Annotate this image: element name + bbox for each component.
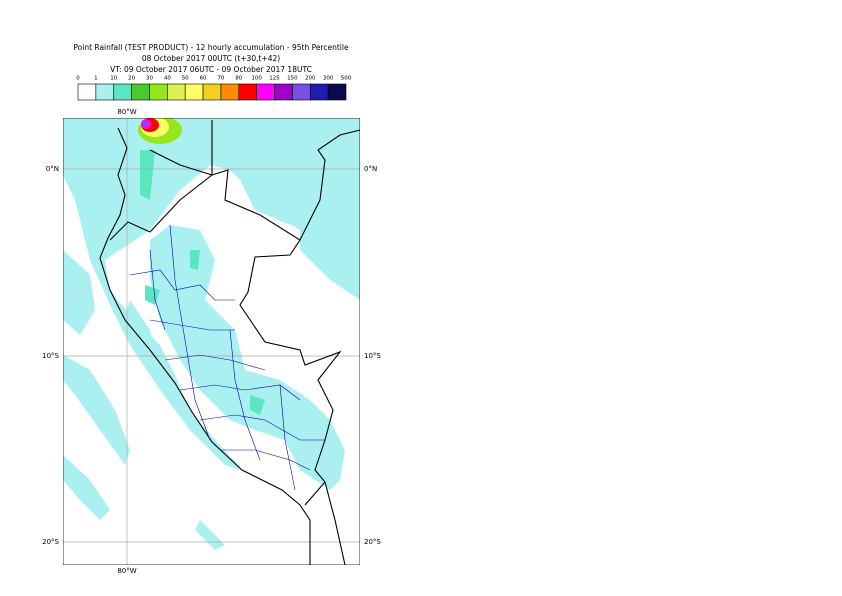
legend-label: 125 [269, 76, 280, 82]
regions [129, 224, 325, 491]
title-line: VT: 09 October 2017 06UTC - 09 October 2… [110, 65, 312, 74]
legend-swatch [167, 83, 186, 101]
lat-label: 10°S [364, 352, 381, 360]
legend-label: 40 [164, 76, 171, 82]
lon-label: 80°W [117, 108, 136, 116]
lat-label: 10°S [42, 352, 59, 360]
legend-label: 60 [200, 76, 207, 82]
legend-swatch [95, 83, 115, 101]
lat-label: 0°N [364, 165, 377, 173]
title-line: Point Rainfall (TEST PRODUCT) - 12 hourl… [73, 43, 349, 52]
legend-label: 20 [128, 76, 135, 82]
legend-swatch [309, 83, 329, 101]
lon-label: 80°W [117, 567, 136, 575]
lat-label: 20°S [42, 538, 59, 546]
lat-label: 20°S [364, 538, 381, 546]
legend-swatch [131, 83, 150, 101]
legend-label: 80 [235, 76, 242, 82]
legend-label: 50 [182, 76, 189, 82]
title-line: 08 October 2017 00UTC (t+30,t+42) [142, 54, 280, 63]
legend-label: 300 [323, 76, 334, 82]
legend-label: 70 [217, 76, 224, 82]
legend-swatch [292, 83, 311, 101]
legend-swatch [77, 83, 97, 101]
rain-peak [138, 118, 182, 144]
map: 80°W 80°W 0°N 10°S 20°S 0°N 10°S 20°S [42, 108, 381, 575]
header: Point Rainfall (TEST PRODUCT) - 12 hourl… [73, 43, 349, 74]
legend-swatch [327, 83, 347, 101]
legend-swatch [220, 83, 240, 101]
rain-area [63, 118, 360, 550]
borders [99, 120, 360, 565]
legend-label: 0 [76, 76, 80, 82]
rain-heavier [140, 150, 265, 415]
legend-swatch [238, 83, 257, 101]
legend-swatch [149, 83, 168, 101]
legend-label: 200 [305, 76, 316, 82]
legend-swatch [184, 83, 204, 101]
legend-label: 10 [110, 76, 117, 82]
legend: 0 1 10 20 30 40 50 60 70 80 100 125 150 200 300 500 [76, 76, 352, 101]
legend-label: 100 [251, 76, 262, 82]
legend-swatch [202, 83, 222, 101]
legend-swatch [256, 83, 275, 101]
lat-label: 0°N [46, 165, 59, 173]
legend-label: 500 [341, 76, 352, 82]
legend-label: 150 [287, 76, 298, 82]
legend-label: 1 [94, 76, 98, 82]
legend-swatch [274, 83, 293, 101]
legend-swatch [113, 83, 132, 101]
legend-label: 30 [146, 76, 153, 82]
